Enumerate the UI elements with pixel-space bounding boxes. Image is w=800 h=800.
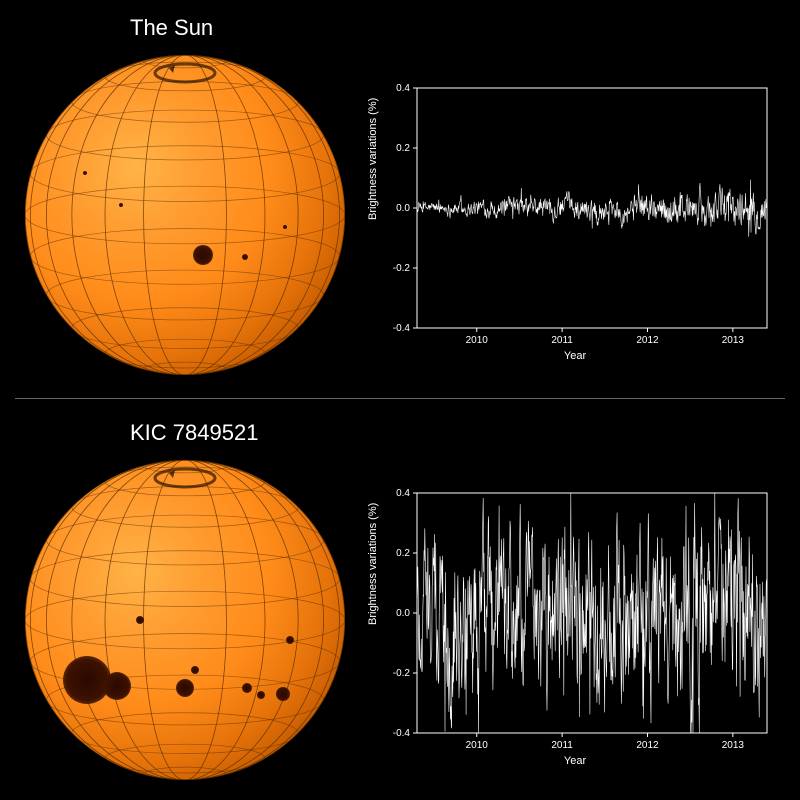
sunspot bbox=[283, 225, 287, 229]
globe-kic-container bbox=[25, 460, 345, 780]
globe-sun-container bbox=[25, 55, 345, 375]
ylabel-sun: Brightness variations (%) bbox=[367, 98, 379, 220]
svg-text:0.0: 0.0 bbox=[396, 203, 410, 214]
sunspot bbox=[242, 254, 248, 260]
sunspot bbox=[191, 666, 199, 674]
chart-kic: -0.4 -0.2 0.0 0.2 0.4 2010 2011 2012 2013 bbox=[375, 485, 775, 765]
sunspot bbox=[276, 687, 290, 701]
sunspot bbox=[103, 672, 131, 700]
panel-divider bbox=[15, 398, 785, 399]
title-kic: KIC 7849521 bbox=[130, 420, 258, 446]
chart-kic-container: Brightness variations (%) -0.4-0.20.00.2… bbox=[375, 485, 775, 765]
svg-text:2011: 2011 bbox=[551, 740, 573, 751]
sunspot bbox=[286, 636, 294, 644]
chart-sun: -0.4 -0.2 0.0 0.2 0.4 2010 2011 2012 2013 bbox=[375, 80, 775, 360]
sunspot bbox=[119, 203, 123, 207]
panel-sun: The Sun Brightness variations (%) -0.4-0… bbox=[0, 0, 800, 395]
svg-text:-0.2: -0.2 bbox=[393, 263, 411, 274]
globe-grid-sun bbox=[25, 55, 345, 375]
svg-text:2010: 2010 bbox=[466, 335, 489, 346]
svg-text:-0.2: -0.2 bbox=[393, 668, 411, 679]
svg-text:-0.4: -0.4 bbox=[393, 323, 411, 334]
globe-grid-kic bbox=[25, 460, 345, 780]
xlabel-kic: Year bbox=[564, 755, 586, 767]
ylabel-kic: Brightness variations (%) bbox=[367, 503, 379, 625]
svg-text:2012: 2012 bbox=[636, 335, 659, 346]
svg-text:0.4: 0.4 bbox=[396, 83, 410, 94]
svg-text:0.2: 0.2 bbox=[396, 143, 410, 154]
svg-text:0.0: 0.0 bbox=[396, 608, 410, 619]
svg-text:0.2: 0.2 bbox=[396, 548, 410, 559]
sunspot bbox=[136, 616, 144, 624]
title-sun: The Sun bbox=[130, 15, 213, 41]
svg-text:2012: 2012 bbox=[636, 740, 659, 751]
svg-text:2011: 2011 bbox=[551, 335, 573, 346]
sunspot bbox=[176, 679, 194, 697]
sunspot bbox=[242, 683, 252, 693]
sunspot bbox=[193, 245, 213, 265]
panel-kic: KIC 7849521 Brightness variations (%) -0… bbox=[0, 405, 800, 800]
sunspot bbox=[257, 691, 265, 699]
svg-text:2013: 2013 bbox=[722, 335, 745, 346]
svg-text:0.4: 0.4 bbox=[396, 488, 410, 499]
globe-kic bbox=[25, 460, 345, 780]
svg-text:2010: 2010 bbox=[466, 740, 489, 751]
sunspot bbox=[83, 171, 87, 175]
chart-sun-container: Brightness variations (%) -0.4-0.20.00.2… bbox=[375, 80, 775, 360]
xlabel-sun: Year bbox=[564, 350, 586, 362]
globe-sun bbox=[25, 55, 345, 375]
svg-text:2013: 2013 bbox=[722, 740, 745, 751]
svg-text:-0.4: -0.4 bbox=[393, 728, 411, 739]
